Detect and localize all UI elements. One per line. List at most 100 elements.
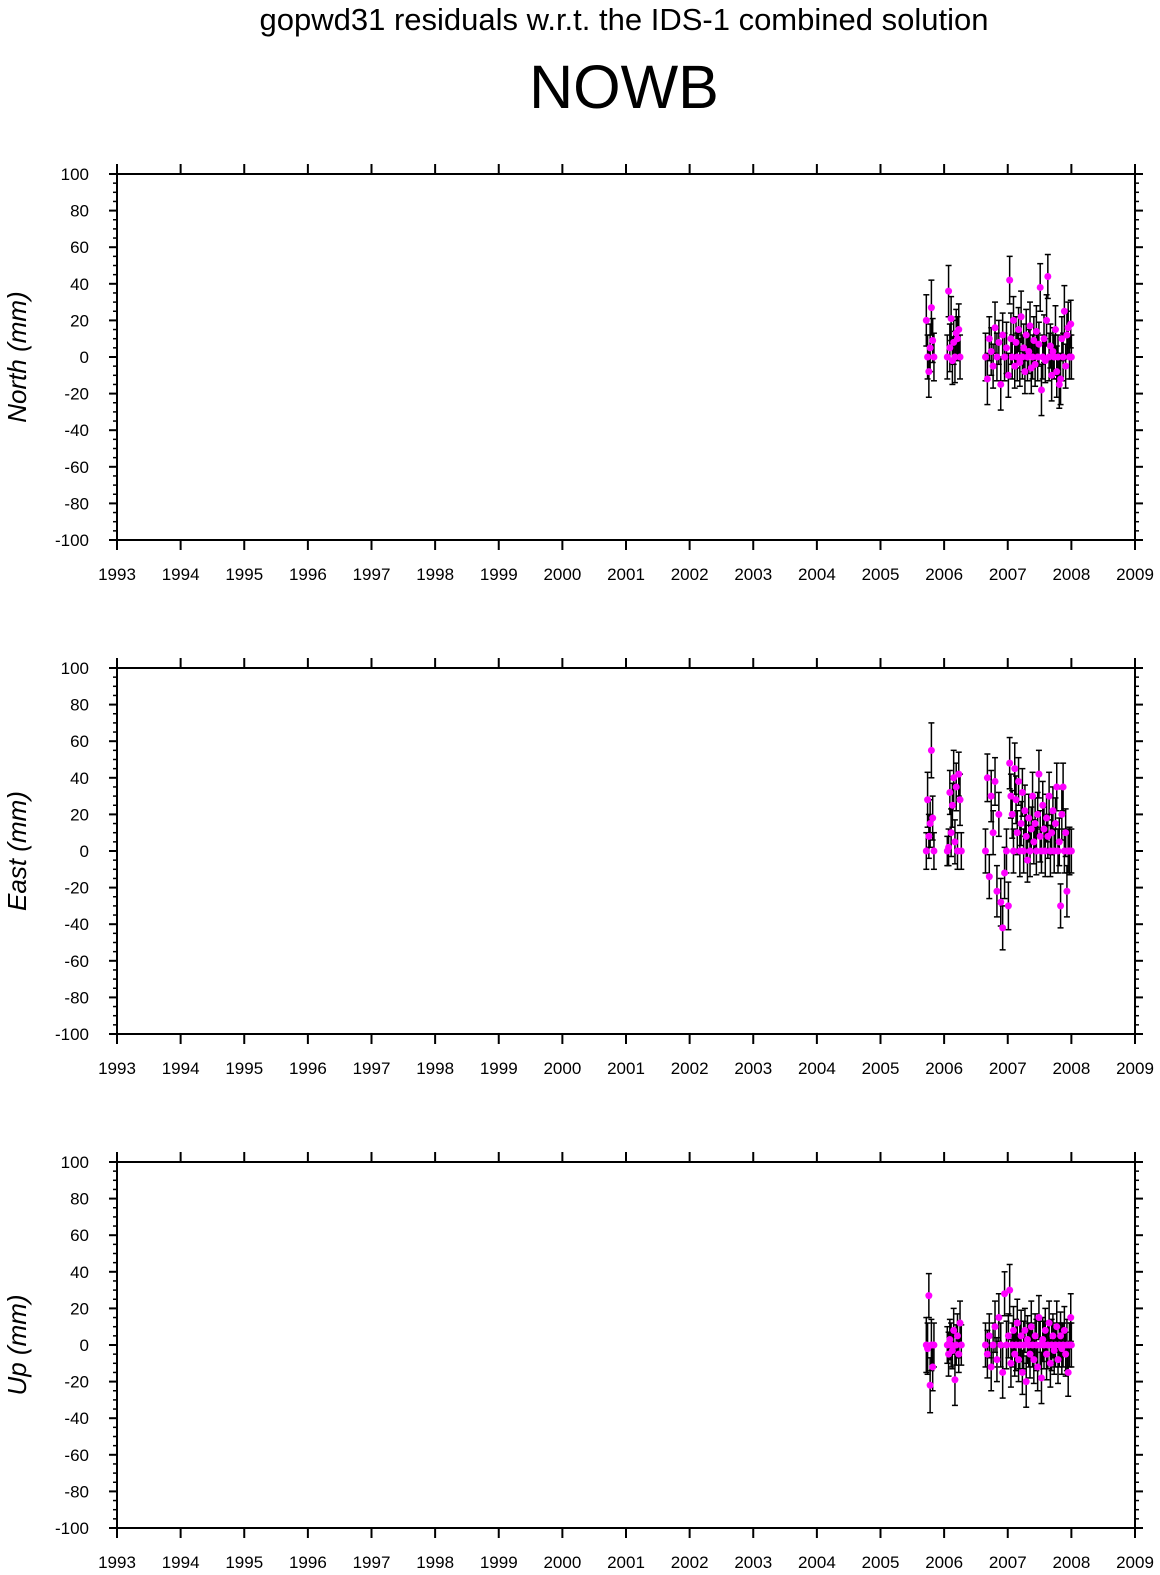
data-point <box>1001 869 1009 877</box>
data-point <box>1037 1374 1045 1382</box>
x-tick-label: 1993 <box>98 1553 136 1572</box>
data-point <box>951 1376 959 1384</box>
y-tick-label: -40 <box>64 1409 89 1428</box>
data-point <box>995 1314 1003 1322</box>
data-point <box>953 335 961 343</box>
y-tick-label: 40 <box>70 769 89 788</box>
data-point <box>983 774 991 782</box>
data-point <box>1009 316 1017 324</box>
x-tick-label: 1994 <box>162 1059 200 1078</box>
x-tick-label: 2009 <box>1116 1059 1154 1078</box>
data-point <box>1015 1356 1023 1364</box>
x-tick-label: 1995 <box>225 565 263 584</box>
x-tick-label: 2004 <box>798 1553 836 1572</box>
y-tick-label: -60 <box>64 458 89 477</box>
data-point <box>1025 348 1033 356</box>
y-tick-label: 0 <box>80 1336 89 1355</box>
data-point <box>1025 814 1033 822</box>
data-point <box>1018 353 1026 361</box>
data-point <box>983 1350 991 1358</box>
x-tick-label: 1996 <box>289 1553 327 1572</box>
x-tick-label: 2001 <box>607 565 645 584</box>
y-tick-label: 40 <box>70 275 89 294</box>
x-tick-label: 1999 <box>480 565 518 584</box>
data-point <box>1017 313 1025 321</box>
data-point <box>995 810 1003 818</box>
x-tick-label: 2009 <box>1116 1553 1154 1572</box>
data-point <box>1048 829 1056 837</box>
data-point <box>1063 887 1071 895</box>
data-point <box>929 1363 937 1371</box>
data-point <box>1040 825 1048 833</box>
data-point <box>1027 825 1035 833</box>
data-point <box>1007 792 1015 800</box>
data-point <box>927 304 935 312</box>
data-point <box>1053 368 1061 376</box>
data-point <box>999 924 1007 932</box>
data-point <box>987 348 995 356</box>
y-tick-label: -20 <box>64 1373 89 1392</box>
data-point <box>985 1332 993 1340</box>
x-tick-label: 1994 <box>162 1553 200 1572</box>
x-tick-label: 2001 <box>607 1553 645 1572</box>
y-tick-label: -100 <box>55 1025 89 1044</box>
data-point <box>989 362 997 370</box>
data-point <box>1067 353 1075 361</box>
panel-north: 1993 1994 1995 1996 1997 1998 1999 2000 2001 2002… <box>2 164 1154 584</box>
y-axis-label-north: North (mm) <box>2 291 32 422</box>
data-point <box>1001 1290 1009 1298</box>
data-point <box>953 1332 961 1340</box>
data-point <box>924 796 932 804</box>
data-point <box>991 324 999 332</box>
data-point <box>951 838 959 846</box>
data-point <box>991 1323 999 1331</box>
data-point <box>1037 386 1045 394</box>
data-point <box>1058 335 1066 343</box>
data-point <box>951 353 959 361</box>
data-point <box>1053 1323 1061 1331</box>
data-point <box>993 887 1001 895</box>
data-point <box>1023 353 1031 361</box>
data-point <box>1023 1336 1031 1344</box>
x-tick-label: 2007 <box>989 565 1027 584</box>
x-tick-label: 2003 <box>734 1553 772 1572</box>
data-point <box>1021 368 1029 376</box>
data-point <box>1002 344 1010 352</box>
data-point <box>1016 358 1024 366</box>
data-point <box>999 331 1007 339</box>
x-tick-label: 2000 <box>543 1553 581 1572</box>
data-point <box>1026 847 1034 855</box>
data-point <box>1002 847 1010 855</box>
data-point <box>1031 1332 1039 1340</box>
panel-up: 1993 1994 1995 1996 1997 1998 1999 2000 2001 2002… <box>2 1152 1154 1572</box>
x-tick-label: 2009 <box>1116 565 1154 584</box>
data-point <box>1057 375 1065 383</box>
data-point <box>1022 832 1030 840</box>
data-point <box>1007 335 1015 343</box>
data-point <box>957 1341 965 1349</box>
data-point <box>926 344 934 352</box>
x-tick-label: 2006 <box>925 1553 963 1572</box>
data-point <box>1060 1326 1068 1334</box>
data-point <box>948 801 956 809</box>
x-tick-label: 1993 <box>98 1059 136 1078</box>
x-tick-label: 1998 <box>416 565 454 584</box>
data-point <box>950 774 958 782</box>
data-point <box>930 847 938 855</box>
x-tick-label: 1998 <box>416 1059 454 1078</box>
data-point <box>1009 847 1017 855</box>
y-tick-label: 60 <box>70 1226 89 1245</box>
data-point <box>1030 838 1038 846</box>
data-point <box>1013 353 1021 361</box>
y-tick-label: 20 <box>70 1299 89 1318</box>
y-tick-label: 100 <box>61 659 89 678</box>
data-point <box>993 353 1001 361</box>
data-point <box>1029 353 1037 361</box>
data-point <box>1021 807 1029 815</box>
data-point <box>924 353 932 361</box>
data-point <box>1058 810 1066 818</box>
data-point <box>946 1336 954 1344</box>
data-point <box>922 316 930 324</box>
y-axis-label-up: Up (mm) <box>2 1294 32 1395</box>
data-point <box>1018 1368 1026 1376</box>
